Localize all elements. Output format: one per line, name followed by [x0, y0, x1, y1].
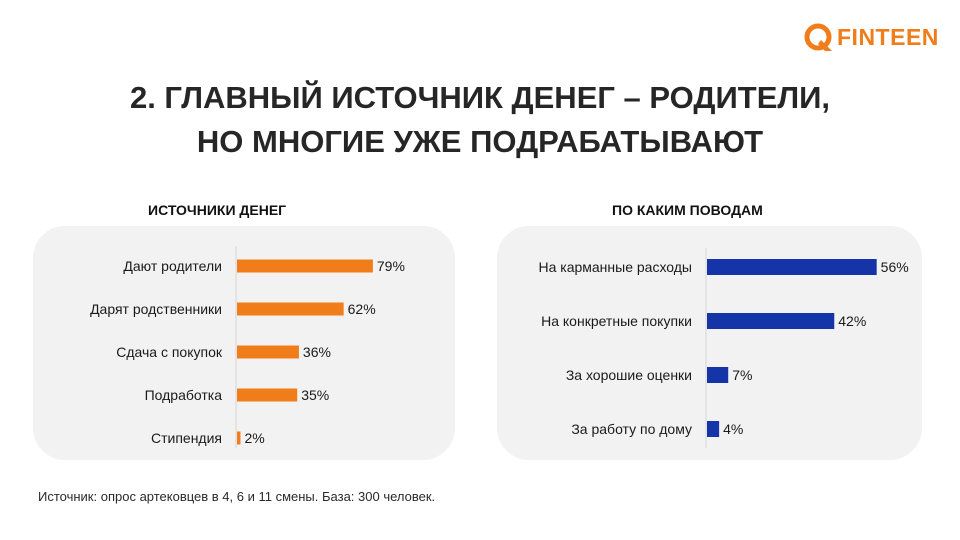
- sources-bar-5: [237, 431, 241, 445]
- occasions-category-label-3: За хорошие оценки: [566, 367, 692, 383]
- occasions-bar-3: [707, 367, 729, 383]
- sources-category-label-2: Дарят родственники: [90, 301, 222, 317]
- sources-value-label-3: 36%: [303, 344, 331, 360]
- occasions-category-label-1: На карманные расходы: [538, 259, 692, 275]
- sources-value-label-2: 62%: [348, 301, 376, 317]
- chart-title-sources: ИСТОЧНИКИ ДЕНЕГ: [148, 202, 287, 218]
- occasions-bar-chart: На карманные расходы 56% На конкретные пок…: [538, 248, 909, 448]
- page-title-line-1: 2. ГЛАВНЫЙ ИСТОЧНИК ДЕНЕГ – РОДИТЕЛИ,: [129, 80, 831, 115]
- sources-category-label-1: Дают родители: [123, 258, 222, 274]
- occasions-value-label-1: 56%: [881, 259, 909, 275]
- chart-title-occasions: ПО КАКИМ ПОВОДАМ: [612, 202, 763, 218]
- sources-bar-1: [237, 259, 373, 273]
- sources-bar-4: [237, 388, 298, 402]
- occasions-category-label-2: На конкретные покупки: [541, 313, 692, 329]
- sources-category-label-5: Стипендия: [151, 430, 222, 446]
- page-title: 2. ГЛАВНЫЙ ИСТОЧНИК ДЕНЕГ – РОДИТЕЛИ, НО…: [0, 76, 960, 164]
- sources-bar-3: [237, 345, 299, 359]
- sources-category-label-4: Подработка: [145, 387, 223, 403]
- page-title-line-2: НО МНОГИЕ УЖЕ ПОДРАБАТЫВАЮТ: [196, 124, 764, 159]
- occasions-value-label-3: 7%: [732, 367, 752, 383]
- occasions-category-label-4: За работу по дому: [571, 421, 692, 437]
- occasions-bar-1: [707, 259, 877, 275]
- sources-bar-2: [237, 302, 344, 316]
- occasions-bar-2: [707, 313, 835, 329]
- sources-value-label-1: 79%: [377, 258, 405, 274]
- finteen-logo: FINTEEN: [803, 22, 943, 54]
- sources-value-label-4: 35%: [301, 387, 329, 403]
- occasions-bar-4: [707, 421, 720, 437]
- occasions-value-label-4: 4%: [723, 421, 743, 437]
- sources-value-label-5: 2%: [244, 430, 264, 446]
- finteen-logo-icon: [804, 23, 832, 51]
- sources-bar-chart: Дают родители 79% Дарят родственники 62% Сда…: [90, 246, 405, 448]
- source-footnote: Источник: опрос артековцев в 4, 6 и 11 с…: [38, 489, 436, 504]
- occasions-value-label-2: 42%: [838, 313, 866, 329]
- logo-text: FINTEEN: [837, 24, 939, 50]
- sources-category-label-3: Сдача с покупок: [116, 344, 223, 360]
